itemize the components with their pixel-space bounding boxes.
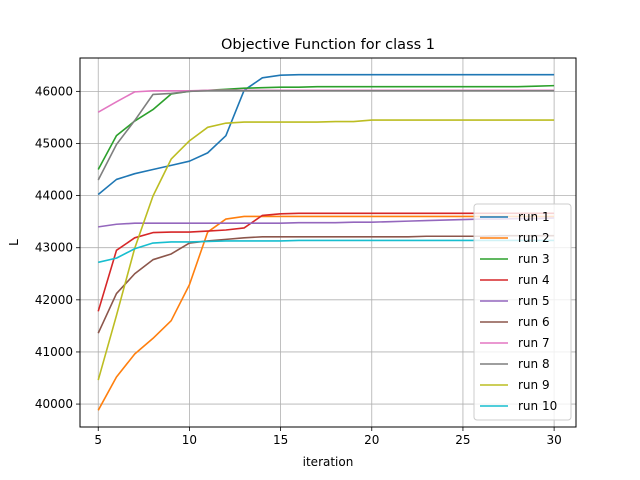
y-tick-label: 40000 bbox=[35, 397, 73, 411]
plot-frame bbox=[79, 57, 577, 428]
series-line-run-1 bbox=[97, 73, 555, 196]
y-tick-label: 44000 bbox=[35, 189, 73, 203]
y-tick-label: 42000 bbox=[35, 293, 73, 307]
legend-label-run-5: run 5 bbox=[518, 294, 550, 308]
y-tick-label: 45000 bbox=[35, 136, 73, 150]
y-tick-label: 46000 bbox=[35, 84, 73, 98]
legend-box bbox=[473, 203, 572, 421]
legend-label-run-10: run 10 bbox=[518, 399, 557, 413]
x-tick-label: 15 bbox=[273, 433, 288, 447]
y-axis-ticks: 40000 41000 42000 43000 44000 45000 46000 bbox=[35, 84, 80, 411]
series-line-run-9 bbox=[97, 119, 555, 381]
x-tick-label: 30 bbox=[546, 433, 561, 447]
x-tick-label: 20 bbox=[364, 433, 379, 447]
legend-label-run-8: run 8 bbox=[518, 357, 550, 371]
legend-label-run-9: run 9 bbox=[518, 378, 550, 392]
y-tick-label: 41000 bbox=[35, 345, 73, 359]
x-axis-label: iteration bbox=[303, 455, 354, 469]
legend: run 1 run 2 run 3 run 4 run 5 run 6 run 7 run 8… bbox=[473, 203, 572, 421]
x-tick-label: 10 bbox=[182, 433, 197, 447]
legend-label-run-7: run 7 bbox=[518, 336, 550, 350]
chart-title: Objective Function for class 1 bbox=[221, 37, 435, 53]
x-tick-label: 25 bbox=[455, 433, 470, 447]
legend-label-run-4: run 4 bbox=[518, 273, 550, 287]
legend-label-run-3: run 3 bbox=[518, 252, 550, 266]
legend-label-run-2: run 2 bbox=[518, 231, 550, 245]
x-tick-label: 5 bbox=[94, 433, 102, 447]
y-tick-label: 43000 bbox=[35, 241, 73, 255]
series-line-run-8 bbox=[97, 90, 555, 181]
y-axis-label: L bbox=[7, 239, 21, 246]
legend-label-run-1: run 1 bbox=[518, 210, 550, 224]
x-axis-ticks: 5 10 15 20 25 30 bbox=[94, 427, 562, 447]
legend-label-run-6: run 6 bbox=[518, 315, 550, 329]
